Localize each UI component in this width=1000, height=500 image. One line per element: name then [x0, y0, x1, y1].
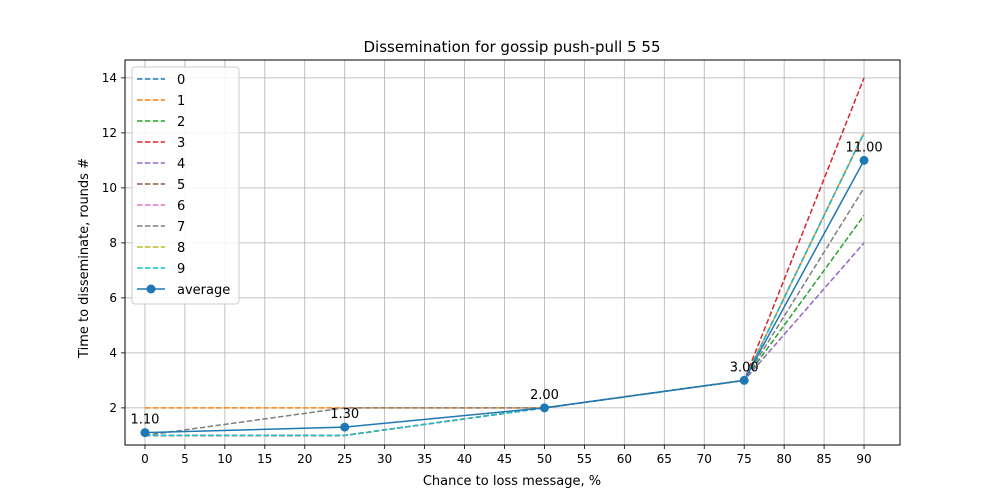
y-tick-label: 10	[102, 181, 117, 195]
x-tick-label: 5	[181, 452, 189, 466]
legend-label-4: 4	[177, 157, 185, 172]
chart-title: Dissemination for gossip push-pull 5 55	[363, 38, 660, 56]
x-tick-label: 35	[417, 452, 432, 466]
average-marker	[140, 428, 150, 438]
average-marker	[539, 403, 549, 413]
y-tick-label: 12	[102, 126, 117, 140]
y-tick-label: 6	[109, 291, 117, 305]
y-axis-label: Time to disseminate, rounds #	[77, 158, 92, 359]
average-data-label: 1.10	[130, 413, 159, 428]
legend-box	[131, 66, 240, 305]
x-tick-label: 85	[816, 452, 831, 466]
average-marker	[340, 422, 350, 432]
legend-label-2: 2	[177, 115, 185, 130]
x-tick-label: 80	[777, 452, 792, 466]
series-line-3	[144, 77, 865, 437]
legend-marker-average	[146, 284, 156, 294]
x-tick-label: 55	[577, 452, 592, 466]
x-axis-ticks: 0 5 10 15 20 25 30 35 40 45 50 55 60 65 70 75 80 85 90	[141, 445, 872, 466]
legend-label-6: 6	[177, 199, 185, 214]
x-tick-label: 70	[697, 452, 712, 466]
y-tick-label: 4	[109, 346, 117, 360]
legend-label-8: 8	[177, 241, 185, 256]
x-tick-label: 50	[537, 452, 552, 466]
average-marker	[739, 375, 749, 385]
legend-label-7: 7	[177, 220, 185, 235]
legend-label-3: 3	[177, 136, 185, 151]
x-tick-label: 45	[497, 452, 512, 466]
series-line-7	[144, 187, 865, 437]
legend-label-1: 1	[177, 94, 185, 109]
plot-area	[124, 59, 901, 446]
x-tick-label: 10	[217, 452, 232, 466]
legend-label-average: average	[177, 283, 230, 298]
x-tick-label: 60	[617, 452, 632, 466]
y-tick-label: 8	[109, 236, 117, 250]
x-tick-label: 75	[737, 452, 752, 466]
legend-label-9: 9	[177, 262, 185, 277]
grid	[125, 60, 900, 445]
x-tick-label: 25	[337, 452, 352, 466]
x-tick-label: 65	[657, 452, 672, 466]
legend-label-5: 5	[177, 178, 185, 193]
y-tick-label: 14	[102, 71, 117, 85]
average-data-label: 1.30	[330, 407, 359, 422]
legend: 0 1 2 3 4 5 6 7 8 9 average	[131, 66, 240, 305]
y-tick-label: 2	[109, 401, 117, 415]
series-line-4	[144, 242, 865, 437]
average-marker	[859, 155, 869, 165]
x-tick-label: 30	[377, 452, 392, 466]
x-tick-label: 90	[856, 452, 871, 466]
legend-label-0: 0	[177, 73, 185, 88]
x-tick-label: 20	[297, 452, 312, 466]
x-tick-label: 15	[257, 452, 272, 466]
y-axis-ticks: 2 4 6 8 10 12 14	[102, 71, 125, 415]
average-data-label: 2.00	[530, 388, 559, 403]
x-tick-label: 40	[457, 452, 472, 466]
x-tick-label: 0	[141, 452, 149, 466]
average-data-label: 3.00	[730, 360, 759, 375]
average-data-label: 11.00	[845, 140, 882, 155]
x-axis-label: Chance to loss message, %	[423, 474, 601, 489]
average-series: 1.10 1.30 2.00 3.00 11.00	[130, 140, 883, 438]
